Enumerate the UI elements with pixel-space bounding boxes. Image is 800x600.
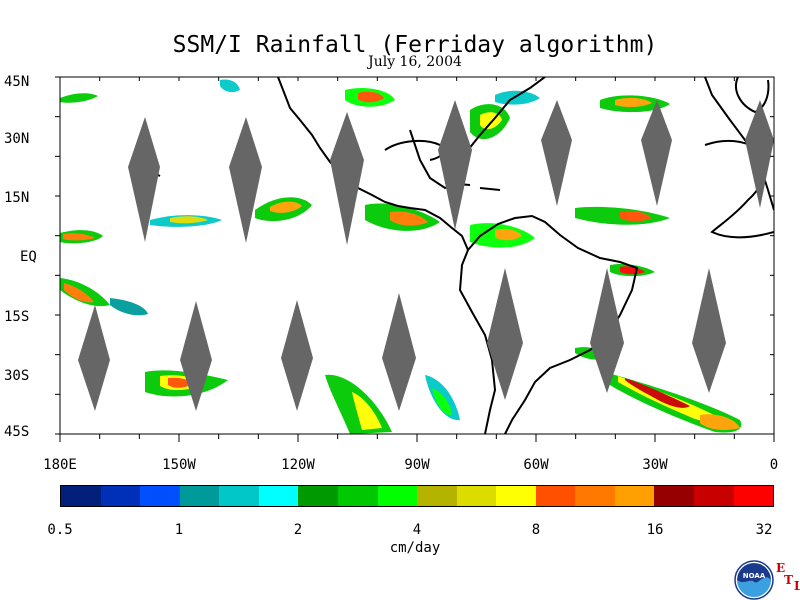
colorbar-swatch [377, 486, 418, 506]
colorbar-units: cm/day [389, 540, 441, 556]
lat-label: EQ [20, 249, 37, 265]
colorbar-swatch [219, 486, 259, 506]
map-date: July 16, 2004 [368, 54, 462, 70]
lon-label: 180E [43, 457, 77, 473]
lon-label: 0 [769, 457, 779, 473]
colorbar-swatch [140, 486, 180, 506]
colorbar-swatch [654, 486, 694, 506]
colorbar-swatch [733, 486, 774, 506]
colorbar-swatch [535, 486, 576, 506]
colorbar-tick-label: 4 [412, 522, 422, 538]
colorbar-swatch [179, 486, 220, 506]
lat-label: 15S [4, 309, 30, 325]
noaa-logo-text: NOAA [743, 572, 766, 580]
colorbar-swatch [496, 486, 536, 506]
colorbar-tick-label: 8 [531, 522, 541, 538]
colorbar-tick-label: 0.5 [47, 522, 73, 538]
etl-mark: E TL [776, 561, 800, 592]
lon-label: 30W [642, 457, 668, 473]
orbit-gap-diamonds [78, 100, 774, 411]
map-title: SSM/I Rainfall (Ferriday algorithm) [172, 32, 658, 58]
colorbar-swatch [694, 486, 734, 506]
colorbar-swatch [61, 486, 101, 506]
lon-label: 90W [404, 457, 430, 473]
lat-label: 45N [4, 74, 30, 90]
etl-letter: E [776, 561, 786, 575]
colorbar-swatch [456, 486, 497, 506]
colorbar-swatch [100, 486, 141, 506]
color-bar [60, 485, 774, 507]
lat-label: 45S [4, 424, 30, 440]
noaa-logo-icon: NOAA [734, 560, 774, 600]
colorbar-tick-label: 16 [646, 522, 664, 538]
colorbar-tick-label: 32 [755, 522, 773, 538]
colorbar-swatch [614, 486, 655, 506]
lon-label: 150W [162, 457, 196, 473]
lat-label: 15N [4, 190, 30, 206]
axis-ticks [55, 76, 775, 442]
colorbar-tick-label: 2 [293, 522, 303, 538]
colorbar-swatch [298, 486, 338, 506]
lat-label: 30S [4, 368, 30, 384]
colorbar-swatch [258, 486, 299, 506]
colorbar-swatch [417, 486, 457, 506]
etl-letter: L [793, 579, 800, 593]
etl-letter: T [784, 573, 793, 587]
colorbar-swatch [575, 486, 615, 506]
lat-label: 30N [4, 131, 30, 147]
colorbar-tick-label: 1 [174, 522, 184, 538]
lon-label: 120W [281, 457, 315, 473]
lon-label: 60W [523, 457, 549, 473]
colorbar-swatch [337, 486, 378, 506]
